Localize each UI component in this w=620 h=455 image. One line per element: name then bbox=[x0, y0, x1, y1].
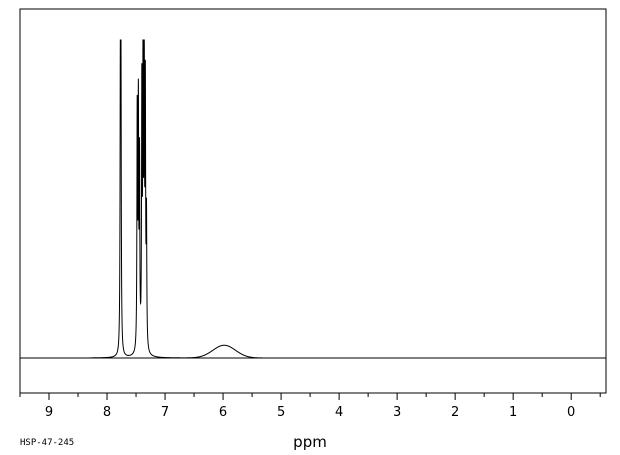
tick-label-2: 2 bbox=[451, 405, 459, 420]
tick-label-6: 6 bbox=[219, 405, 227, 420]
spectrum-trace bbox=[89, 39, 322, 359]
tick-label-4: 4 bbox=[335, 405, 343, 420]
x-axis-tick-labels: 9 8 7 6 5 4 3 2 1 0 bbox=[45, 405, 575, 420]
tick-label-0: 0 bbox=[567, 405, 575, 420]
spectrum-id-caption: HSP-47-245 bbox=[20, 438, 74, 448]
tick-label-8: 8 bbox=[103, 405, 111, 420]
tick-label-5: 5 bbox=[277, 405, 285, 420]
plot-frame bbox=[19, 8, 607, 394]
x-axis-ticks bbox=[19, 393, 601, 400]
tick-label-9: 9 bbox=[45, 405, 53, 420]
tick-label-7: 7 bbox=[161, 405, 169, 420]
tick-label-3: 3 bbox=[393, 405, 401, 420]
x-axis-title: ppm bbox=[293, 433, 327, 451]
tick-label-1: 1 bbox=[509, 405, 517, 420]
